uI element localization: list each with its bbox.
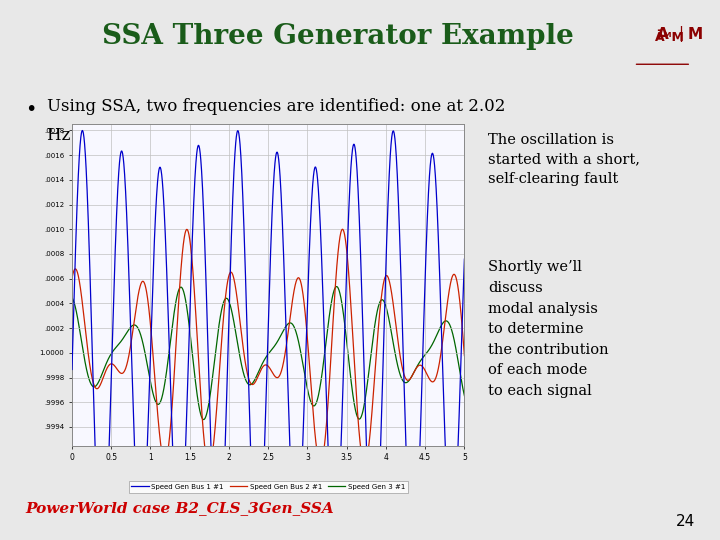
Text: The oscillation is
started with a short,
self-clearing fault: The oscillation is started with a short,… <box>488 133 640 186</box>
Text: SSA Three Generator Example: SSA Three Generator Example <box>102 23 575 50</box>
Speed Gen Bus 1 #1 <box>88 347 96 353</box>
Line: Speed Gen Bus 2 #1: Speed Gen Bus 2 #1 <box>72 230 464 467</box>
Speed Gen Bus 2 #1 <box>460 353 469 359</box>
Speed Gen Bus 2 #1 <box>204 463 213 470</box>
Speed Gen 3 #1 <box>460 393 469 399</box>
Speed Gen Bus 1 #1 <box>449 530 458 536</box>
Text: M: M <box>687 26 703 42</box>
Speed Gen 3 #1 <box>449 333 457 339</box>
Line: Speed Gen Bus 1 #1: Speed Gen Bus 1 #1 <box>72 131 464 540</box>
Speed Gen Bus 2 #1 <box>377 294 386 300</box>
Speed Gen Bus 1 #1 <box>68 366 76 373</box>
Speed Gen Bus 1 #1 <box>78 127 86 134</box>
Line: Speed Gen 3 #1: Speed Gen 3 #1 <box>72 287 464 420</box>
Speed Gen Bus 2 #1 <box>258 363 267 370</box>
Speed Gen 3 #1 <box>88 382 96 389</box>
Speed Gen 3 #1 <box>68 294 76 301</box>
Speed Gen 3 #1 <box>199 416 208 423</box>
Text: ĀᴹM: ĀᴹM <box>654 31 685 44</box>
Speed Gen 3 #1 <box>333 284 341 290</box>
Legend: Speed Gen Bus 1 #1, Speed Gen Bus 2 #1, Speed Gen 3 #1: Speed Gen Bus 1 #1, Speed Gen Bus 2 #1, … <box>129 481 408 492</box>
Speed Gen 3 #1 <box>377 296 386 303</box>
Speed Gen 3 #1 <box>248 380 257 386</box>
Text: •: • <box>25 100 37 119</box>
Speed Gen Bus 1 #1 <box>460 256 469 262</box>
Speed Gen Bus 2 #1 <box>449 272 458 278</box>
Text: |: | <box>678 26 683 42</box>
Text: Shortly we’ll
discuss
modal analysis
to determine
the contribution
of each mode
: Shortly we’ll discuss modal analysis to … <box>488 260 608 398</box>
Speed Gen Bus 1 #1 <box>377 418 386 424</box>
Speed Gen 3 #1 <box>258 359 267 366</box>
Text: A: A <box>657 26 668 42</box>
Speed Gen Bus 2 #1 <box>338 226 347 233</box>
Speed Gen 3 #1 <box>449 333 458 340</box>
Speed Gen Bus 2 #1 <box>88 374 96 381</box>
Speed Gen Bus 2 #1 <box>68 275 76 282</box>
Speed Gen Bus 1 #1 <box>248 501 257 508</box>
Speed Gen Bus 2 #1 <box>248 381 257 388</box>
Speed Gen Bus 2 #1 <box>449 272 457 278</box>
Speed Gen Bus 1 #1 <box>258 487 267 494</box>
Text: PowerWorld case B2_CLS_3Gen_SSA: PowerWorld case B2_CLS_3Gen_SSA <box>25 501 334 515</box>
Text: Using SSA, two frequencies are identified: one at 2.02: Using SSA, two frequencies are identifie… <box>47 98 505 116</box>
Text: 24: 24 <box>675 514 695 529</box>
Speed Gen Bus 1 #1 <box>449 531 457 538</box>
Text: Hz and one at 1.51 Hz: Hz and one at 1.51 Hz <box>47 127 235 144</box>
